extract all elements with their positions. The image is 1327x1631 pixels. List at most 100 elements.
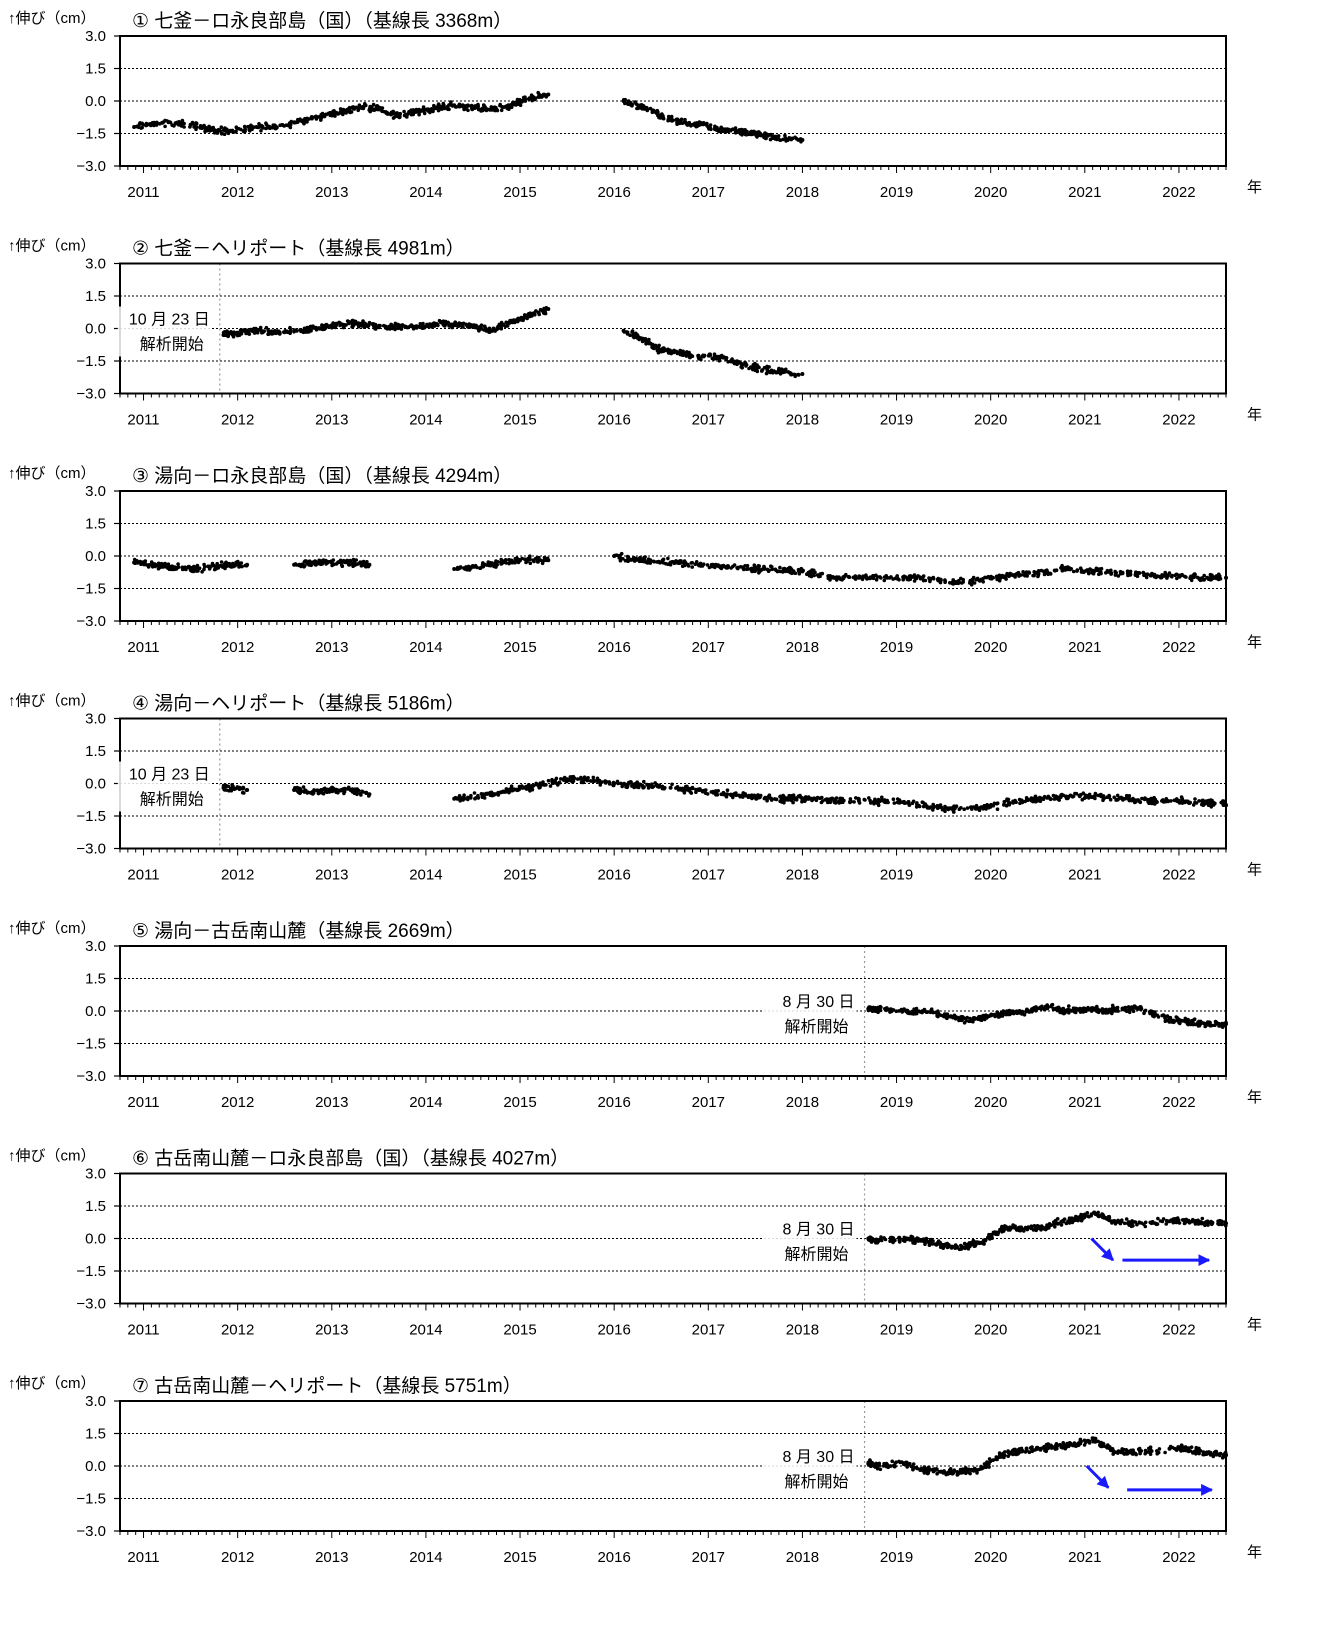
- data-point: [713, 564, 718, 569]
- data-point: [1007, 802, 1012, 806]
- data-point: [297, 786, 302, 791]
- data-point: [690, 565, 694, 569]
- data-point: [1097, 572, 1101, 577]
- data-point: [1116, 574, 1121, 578]
- data-point: [496, 793, 501, 797]
- data-point: [738, 565, 743, 569]
- data-point: [362, 323, 367, 328]
- data-point: [981, 807, 985, 811]
- data-point: [621, 98, 626, 102]
- data-point: [947, 1014, 951, 1019]
- data-point: [1152, 575, 1157, 579]
- data-point: [1113, 569, 1117, 574]
- data-point: [777, 370, 782, 375]
- data-point: [347, 321, 351, 326]
- data-point: [141, 122, 145, 127]
- data-point: [612, 781, 617, 786]
- data-point: [1214, 1021, 1218, 1026]
- data-point: [248, 129, 252, 133]
- chart-title: ④ 湯向－ヘリポート（基線長 5186m）: [132, 693, 465, 715]
- data-point: [424, 324, 429, 329]
- data-point: [223, 330, 227, 334]
- data-point: [989, 1013, 994, 1018]
- data-point: [1090, 1008, 1094, 1012]
- data-point: [687, 350, 691, 355]
- data-point: [367, 792, 372, 797]
- data-point: [782, 568, 787, 572]
- x-tick-label: 2014: [409, 184, 442, 201]
- data-point: [770, 567, 775, 572]
- data-point: [683, 563, 687, 568]
- data-point: [633, 559, 637, 563]
- data-point: [198, 124, 203, 128]
- data-point: [453, 795, 458, 800]
- data-point: [235, 333, 240, 338]
- x-tick-label: 2014: [409, 639, 442, 656]
- data-point: [843, 574, 847, 579]
- data-point: [653, 343, 658, 348]
- x-tick-label: 2014: [409, 867, 442, 884]
- data-point: [800, 138, 805, 142]
- data-point: [907, 576, 911, 581]
- data-point: [221, 784, 226, 789]
- data-point: [528, 561, 533, 565]
- data-point: [923, 802, 928, 806]
- x-tick-label: 2011: [127, 184, 159, 201]
- data-point: [470, 564, 474, 569]
- data-point: [134, 124, 139, 129]
- data-point: [286, 123, 291, 128]
- data-point: [457, 102, 462, 107]
- data-point: [931, 575, 936, 580]
- data-point: [510, 560, 515, 565]
- data-point: [237, 785, 242, 790]
- data-point: [1064, 1009, 1069, 1013]
- plot-frame: [119, 490, 1227, 622]
- data-point: [951, 582, 956, 586]
- data-point: [479, 109, 483, 113]
- data-point: [630, 104, 634, 108]
- data-point: [351, 564, 355, 568]
- data-point: [775, 569, 780, 574]
- data-point: [699, 564, 703, 568]
- data-point: [453, 105, 458, 109]
- data-point: [626, 557, 630, 561]
- data-point: [341, 112, 345, 117]
- data-point: [1094, 566, 1099, 571]
- data-point: [472, 791, 477, 795]
- data-point: [1173, 798, 1178, 803]
- data-point: [1032, 570, 1036, 574]
- y-tick-label: −3.0: [76, 841, 106, 858]
- x-tick-label: 2018: [786, 412, 819, 429]
- data-point: [230, 128, 235, 133]
- data-point: [481, 792, 486, 796]
- y-axis-label: ↑伸び（cm）: [8, 693, 96, 710]
- data-point: [676, 560, 681, 565]
- data-point: [888, 1010, 892, 1014]
- data-point: [415, 325, 420, 329]
- data-point: [1056, 797, 1060, 801]
- data-point: [857, 574, 861, 578]
- x-unit-label: 年: [1247, 862, 1262, 879]
- data-point: [332, 110, 337, 114]
- x-tick-label: 2012: [221, 184, 254, 201]
- data-point: [936, 1014, 940, 1019]
- data-point: [350, 787, 355, 791]
- data-point: [312, 788, 316, 792]
- data-point: [1166, 573, 1170, 577]
- data-point: [1170, 573, 1174, 578]
- data-point: [225, 334, 230, 338]
- data-point: [296, 790, 301, 795]
- data-point: [487, 107, 491, 112]
- data-point: [681, 349, 685, 354]
- data-point: [1208, 578, 1213, 582]
- data-point: [443, 319, 448, 324]
- data-point: [361, 561, 365, 565]
- data-point: [1160, 799, 1164, 803]
- x-tick-label: 2017: [692, 639, 725, 656]
- x-tick-label: 2013: [315, 412, 348, 429]
- data-point: [869, 575, 873, 580]
- data-point: [834, 796, 839, 800]
- data-point: [298, 118, 303, 123]
- data-point: [305, 119, 309, 124]
- data-point: [571, 774, 576, 779]
